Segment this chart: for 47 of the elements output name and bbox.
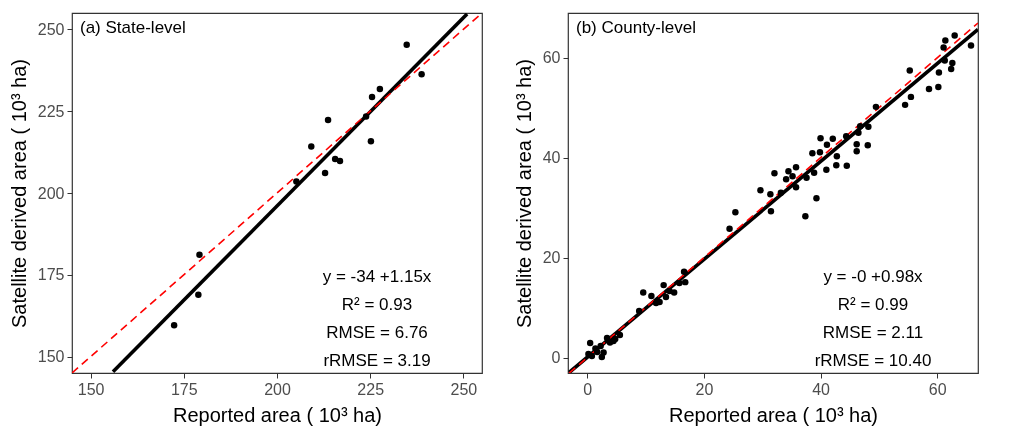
point: [418, 70, 425, 78]
point: [403, 41, 410, 48]
annotation: y = -34 +1.15x: [322, 267, 432, 286]
x-tick-label: 250: [450, 380, 478, 398]
point: [367, 138, 375, 145]
point: [170, 321, 178, 329]
annotation: rRMSE = 10.40: [814, 351, 932, 370]
annotation: RMSE = 2.11: [822, 323, 924, 342]
point: [376, 85, 384, 93]
point: [324, 116, 332, 124]
point: [308, 143, 315, 150]
x-tick-label: 60: [928, 380, 947, 398]
y-tick-label: 250: [37, 20, 65, 38]
point: [362, 113, 370, 120]
y-tick-label: 150: [37, 348, 65, 366]
y-axis-title: Satellite derived area ( 10³ ha): [512, 58, 535, 329]
point: [368, 93, 376, 101]
point: [195, 291, 202, 299]
x-tick-label: 20: [695, 380, 714, 398]
x-tick-label: 40: [812, 380, 831, 398]
y-tick-label: 60: [542, 49, 561, 67]
point: [336, 157, 344, 165]
x-tick-label: 225: [357, 380, 385, 398]
chart-title: (b) County-level: [576, 18, 696, 37]
annotation: RMSE = 6.76: [326, 323, 428, 342]
x-axis-title: Reported area ( 10³ ha): [668, 403, 879, 426]
y-tick-label: 20: [542, 249, 561, 267]
x-tick-label: 150: [77, 380, 105, 398]
annotation: R² = 0.93: [341, 295, 413, 314]
y-axis-title: Satellite derived area ( 10³ ha): [7, 58, 30, 329]
annotation: y = -0 +0.98x: [823, 267, 924, 286]
x-tick-label: 175: [170, 380, 198, 398]
y-tick-label: 175: [37, 266, 65, 284]
y-tick-label: 200: [37, 184, 65, 202]
chart-title: (a) State-level: [80, 18, 186, 37]
annotation: rRMSE = 3.19: [323, 351, 431, 370]
point: [321, 169, 329, 177]
annotation: R² = 0.99: [837, 295, 909, 314]
y-tick-label: 40: [542, 149, 561, 167]
y-tick-label: 0: [551, 349, 561, 367]
point: [331, 155, 339, 163]
x-axis-title: Reported area ( 10³ ha): [172, 403, 383, 426]
y-tick-label: 225: [37, 102, 65, 120]
point: [196, 251, 203, 259]
point: [293, 178, 300, 185]
x-tick-label: 0: [583, 380, 593, 398]
x-tick-label: 200: [264, 380, 291, 398]
